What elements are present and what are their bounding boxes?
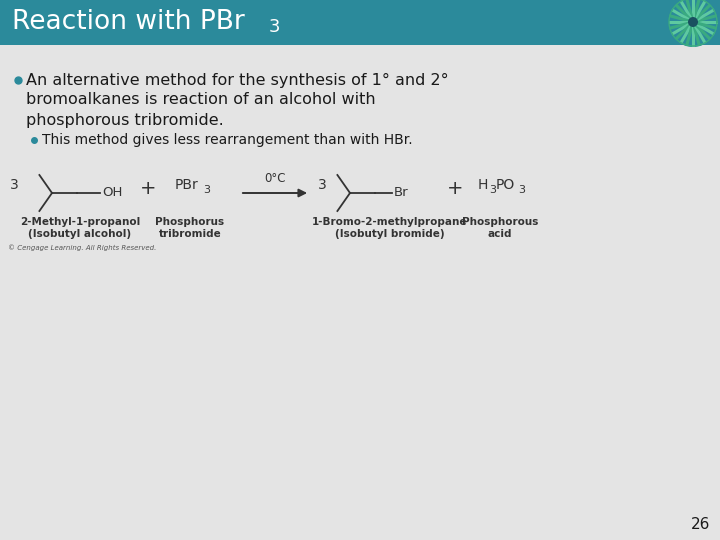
Text: +: + [140,179,156,198]
Text: bromoalkanes is reaction of an alcohol with: bromoalkanes is reaction of an alcohol w… [26,92,376,107]
Text: 3: 3 [318,178,327,192]
Text: An alternative method for the synthesis of 1° and 2°: An alternative method for the synthesis … [26,72,449,87]
Text: 3: 3 [489,185,496,195]
Text: acid: acid [487,229,512,239]
Text: 1-Bromo-2-methylpropane: 1-Bromo-2-methylpropane [312,217,468,227]
Text: 3: 3 [518,185,525,195]
Text: 0°C: 0°C [264,172,286,186]
Text: 26: 26 [690,517,710,532]
Text: 2-Methyl-1-propanol: 2-Methyl-1-propanol [20,217,140,227]
Bar [0,0,720,45]
Text: phosphorous tribromide.: phosphorous tribromide. [26,112,224,127]
Text: 3: 3 [269,18,281,36]
Text: PO: PO [496,178,516,192]
Text: +: + [446,179,463,198]
Text: Br: Br [394,186,409,199]
Text: Phosphorous: Phosphorous [462,217,538,227]
Text: H: H [478,178,488,192]
Circle shape [668,0,718,47]
Text: tribromide: tribromide [158,229,221,239]
Text: © Cengage Learning. All Rights Reserved.: © Cengage Learning. All Rights Reserved. [8,245,156,251]
Text: Phosphorus: Phosphorus [156,217,225,227]
Text: 3: 3 [10,178,19,192]
Text: OH: OH [102,186,122,199]
Text: PBr: PBr [175,178,199,192]
Text: (Isobutyl bromide): (Isobutyl bromide) [336,229,445,239]
Text: Reaction with PBr: Reaction with PBr [12,9,245,35]
Text: This method gives less rearrangement than with HBr.: This method gives less rearrangement tha… [42,133,413,147]
Text: 3: 3 [203,185,210,195]
Circle shape [688,17,698,27]
Text: (Isobutyl alcohol): (Isobutyl alcohol) [28,229,132,239]
